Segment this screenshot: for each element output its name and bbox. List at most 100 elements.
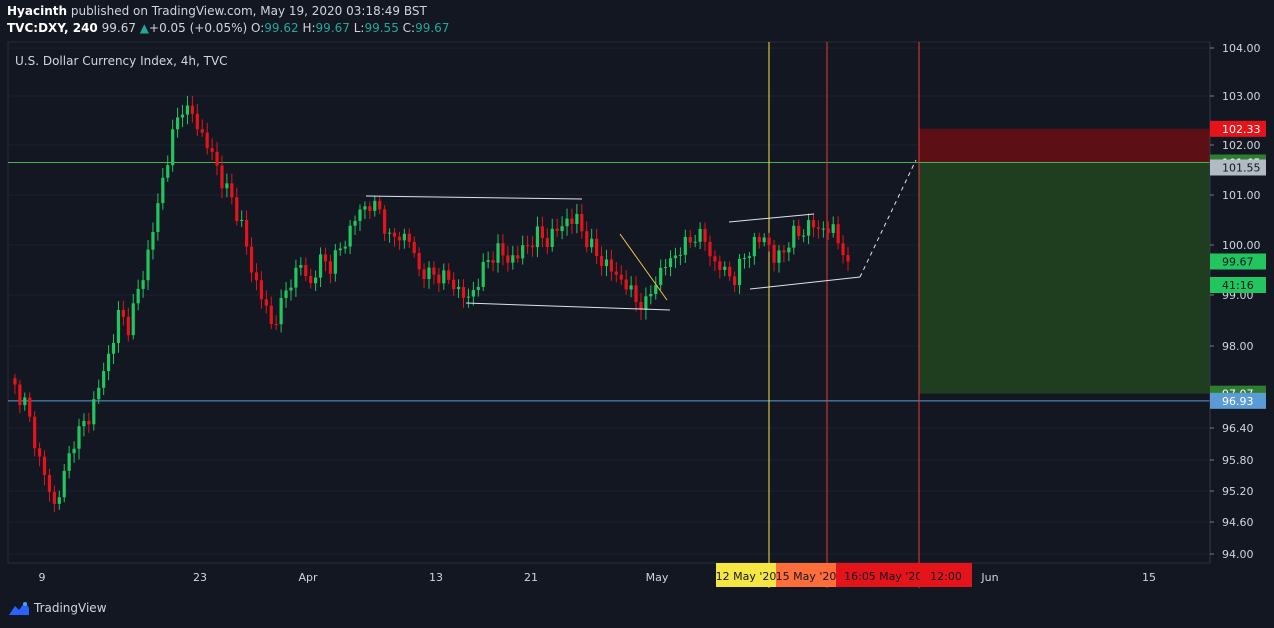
candle-body	[200, 129, 204, 133]
candle-body	[506, 255, 510, 263]
candle-body	[180, 114, 185, 118]
candle-body	[176, 117, 180, 130]
position-zones	[919, 128, 1210, 394]
candle-body	[703, 228, 707, 242]
candle-body	[373, 200, 377, 211]
candle-body	[323, 254, 328, 262]
candle-body	[338, 248, 342, 251]
candle-body	[683, 236, 687, 255]
candle-body	[328, 261, 333, 274]
candle-body	[604, 259, 609, 267]
candle-body	[752, 236, 756, 257]
candle-body	[245, 219, 249, 247]
candle-body	[62, 470, 66, 498]
candle-body	[87, 420, 91, 425]
close-value: 99.67	[415, 21, 450, 35]
price-label-bg	[1210, 385, 1266, 402]
candle-body	[590, 238, 594, 248]
candle-body	[28, 397, 32, 417]
time-axis[interactable]: 9 23 Apr 13 21 May Jun 15 12 May '20 15 May '20 16…	[39, 563, 1157, 587]
x-tick-label: 23	[193, 571, 207, 584]
high-label: H:	[302, 21, 316, 35]
x-tick-label: 13	[429, 571, 443, 584]
candle-body	[511, 255, 515, 263]
x-tick-label: 21	[524, 571, 538, 584]
candle-body	[565, 218, 569, 227]
candle-body	[353, 220, 357, 226]
candle-body	[106, 353, 111, 372]
y-tick-label: 95.80	[1222, 454, 1254, 467]
x-tick-label: Apr	[298, 571, 318, 584]
candle-body	[644, 296, 648, 310]
candle-body	[639, 301, 643, 310]
candle-body	[195, 113, 199, 130]
candle-body	[215, 151, 219, 166]
candle-body	[314, 277, 318, 284]
date-label-bg	[716, 563, 776, 587]
candle-body	[461, 286, 466, 298]
candle-body	[447, 270, 451, 280]
candle-body	[422, 269, 426, 279]
date-label-bg	[776, 563, 836, 587]
candle-body	[190, 105, 194, 114]
candle-body	[718, 261, 722, 270]
candle-body	[289, 287, 293, 291]
horizontal-lines	[8, 162, 1210, 402]
candle-body	[806, 220, 811, 236]
candle-body	[649, 294, 653, 297]
vertical-lines	[768, 42, 920, 588]
footer: TradingView	[8, 600, 107, 616]
candle-body	[304, 265, 308, 277]
candle-body	[37, 448, 42, 457]
candle-body	[737, 258, 742, 286]
candle-body	[846, 255, 850, 262]
candle-body	[659, 267, 663, 286]
candle-body	[264, 299, 268, 306]
candle-body	[358, 209, 362, 221]
symbol-label[interactable]: TVC:DXY, 240	[7, 21, 98, 35]
y-tick-label: 101.00	[1222, 189, 1261, 202]
candle-body	[654, 285, 658, 295]
candle-body	[452, 279, 456, 290]
trend-line	[619, 233, 668, 301]
candle-body	[82, 420, 86, 427]
candle-body	[427, 267, 431, 279]
trend-line	[465, 302, 671, 311]
candle-body	[387, 232, 392, 234]
candle-body	[580, 213, 584, 232]
candle-body	[811, 220, 816, 228]
projection-line	[859, 159, 917, 278]
candle-body	[723, 266, 727, 270]
candle-body	[767, 237, 771, 245]
price-axis[interactable]: 104.00 103.00 102.00 101.00 100.00 99.00 98.00…	[1209, 42, 1266, 563]
close-label: C:	[402, 21, 416, 35]
candle-body	[136, 288, 140, 304]
candle-body	[67, 453, 71, 471]
candle-body	[525, 245, 530, 247]
candle-body	[210, 148, 214, 152]
brand-label[interactable]: TradingView	[34, 601, 107, 615]
candle-body	[471, 289, 475, 297]
low-value: 99.55	[364, 21, 399, 35]
candle-body	[368, 206, 372, 211]
candle-body	[392, 232, 397, 237]
up-arrow-icon: ▲	[139, 21, 150, 35]
y-tick-label: 98.00	[1222, 340, 1254, 353]
candle-body	[609, 259, 613, 272]
candle-body	[762, 237, 766, 243]
candle-body	[274, 323, 278, 325]
y-tick-label: 102.00	[1222, 139, 1261, 152]
candle-body	[614, 271, 618, 275]
candle-body	[432, 267, 436, 275]
candle-body	[269, 305, 273, 324]
author-name[interactable]: Hyacinth	[7, 4, 68, 18]
candle-body	[570, 218, 574, 225]
candle-body	[456, 286, 461, 290]
candle-body	[131, 303, 135, 336]
candle-body	[797, 225, 801, 236]
trend-line	[728, 213, 815, 223]
candle-body	[412, 241, 416, 254]
candle-body	[437, 274, 441, 284]
candle-body	[279, 298, 283, 325]
